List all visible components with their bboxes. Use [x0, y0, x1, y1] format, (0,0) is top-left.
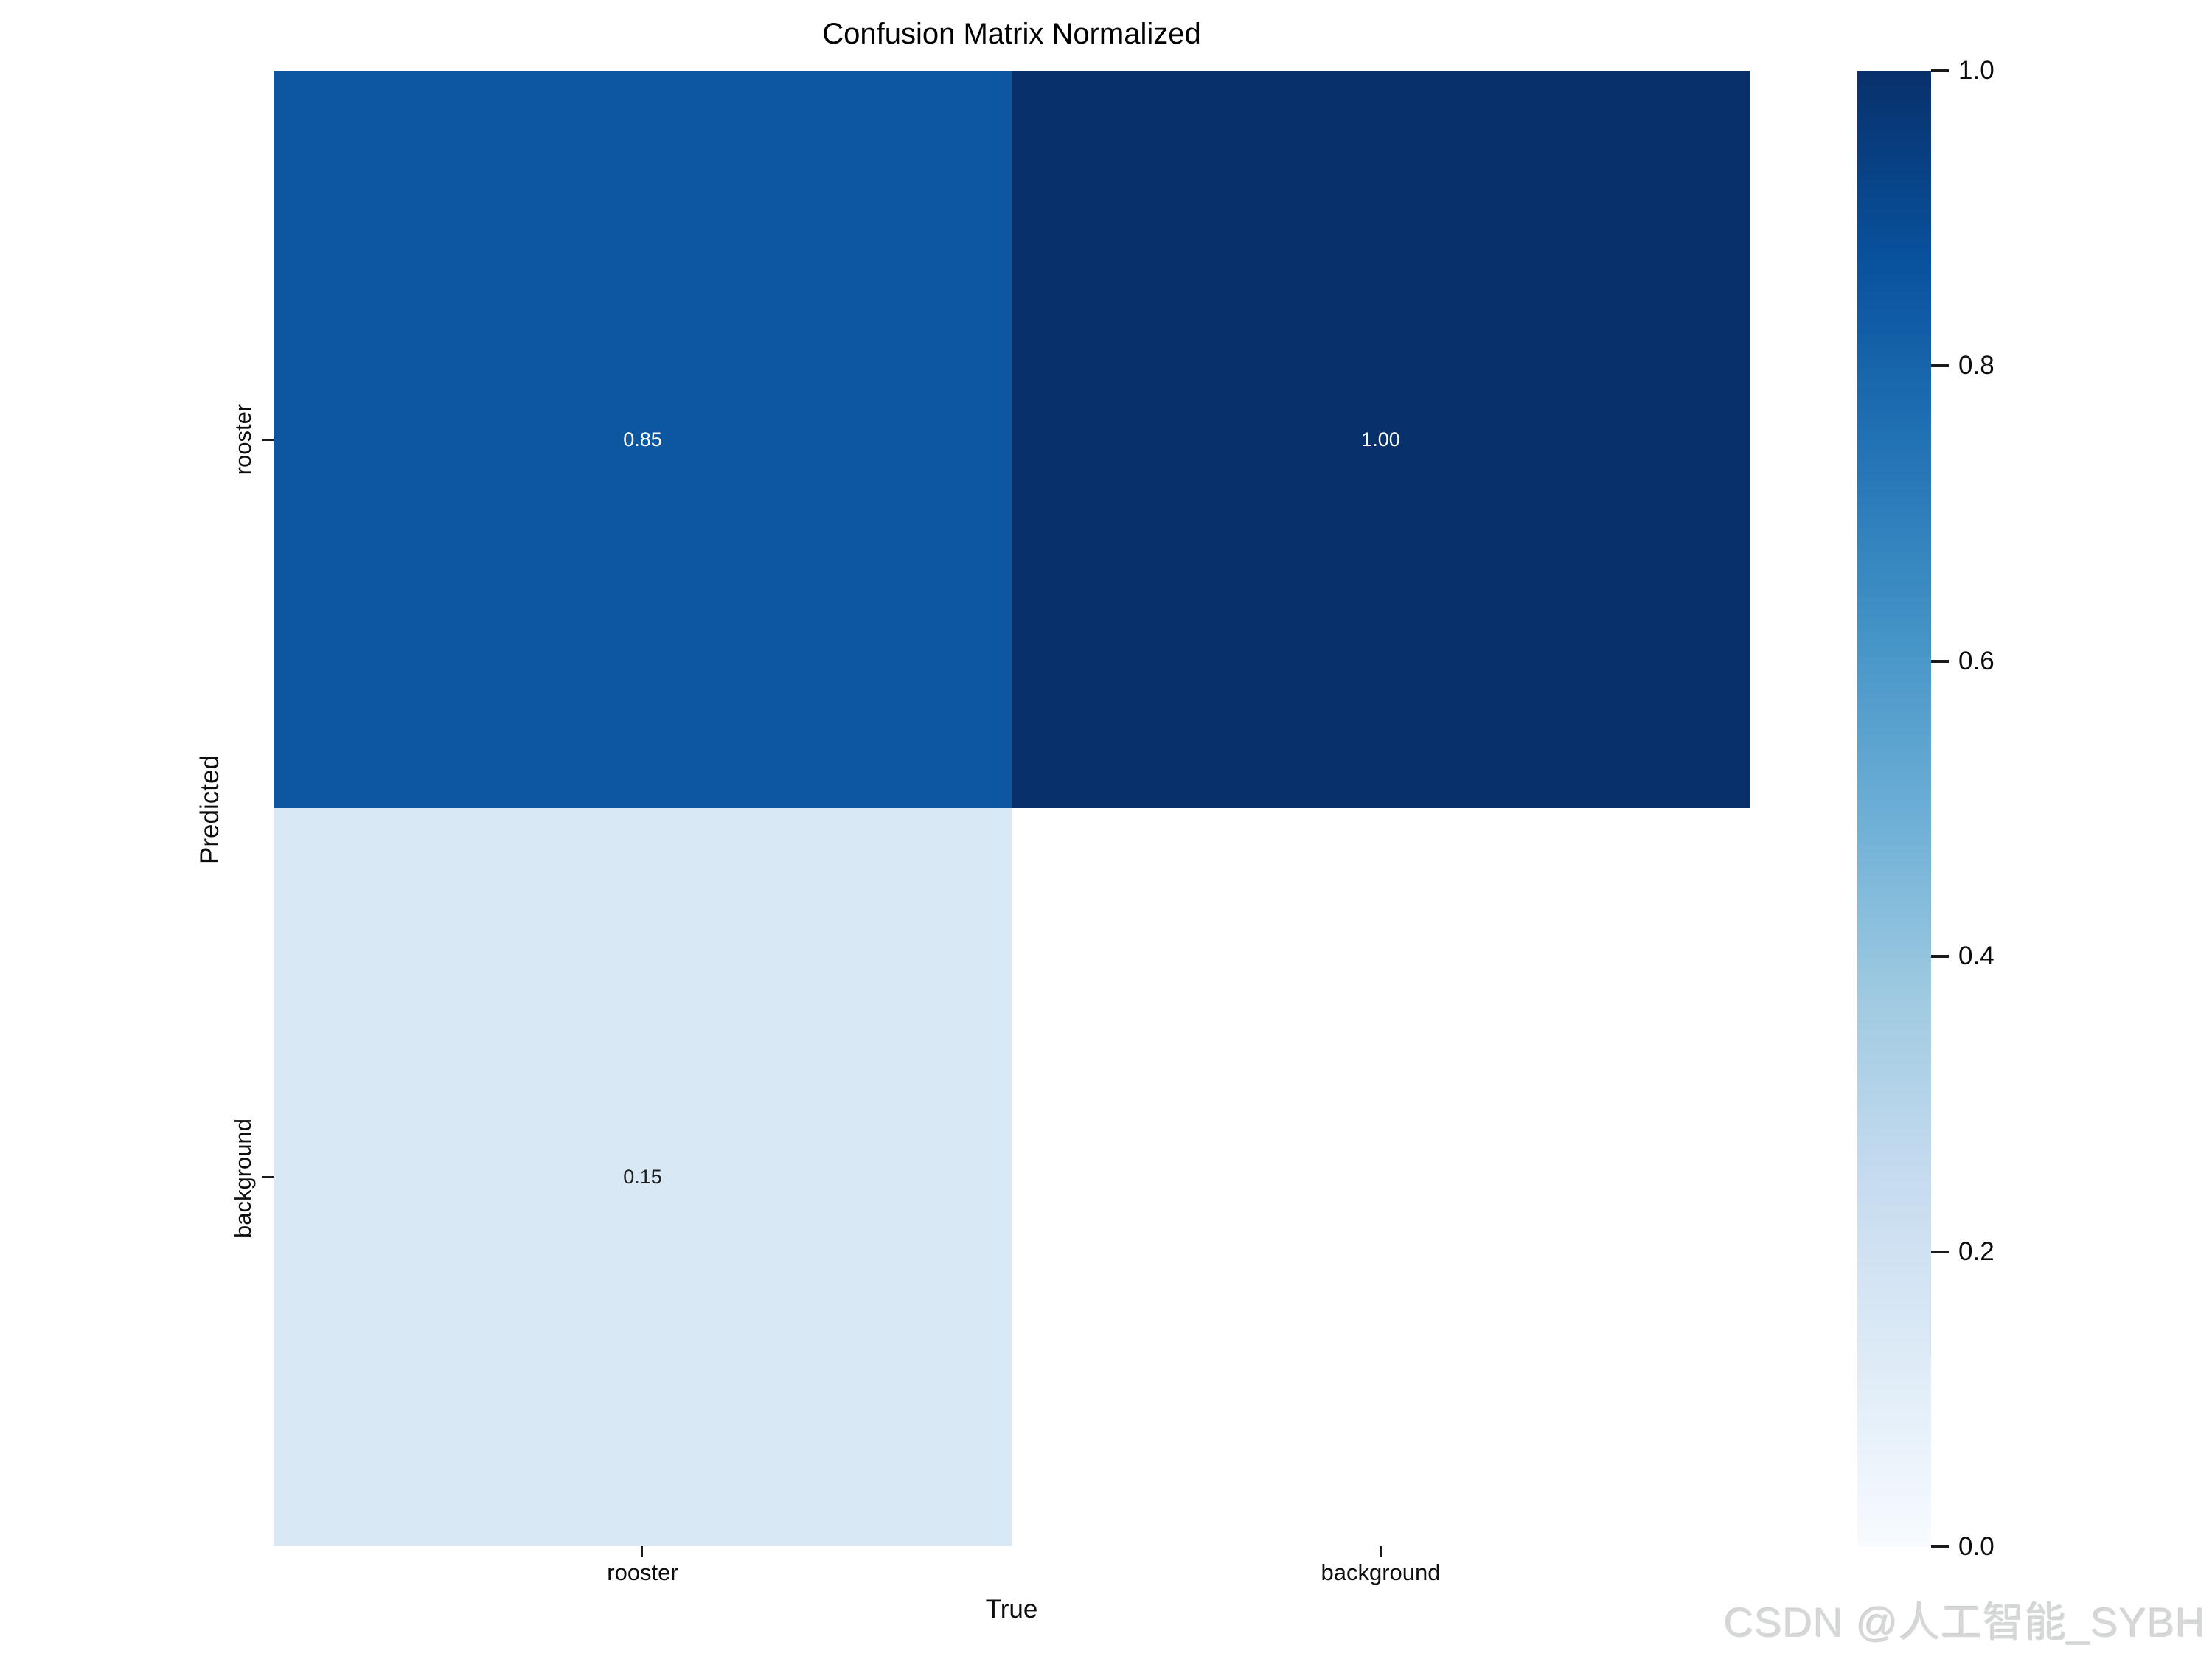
colorbar-tick-label: 0.8 [1958, 351, 1994, 380]
heatmap-cell-background-background [1012, 808, 1750, 1546]
colorbar-tick [1931, 1251, 1949, 1253]
colorbar-tick [1931, 955, 1949, 958]
colorbar-tick [1931, 1545, 1949, 1548]
x-axis-tick [1380, 1546, 1382, 1557]
colorbar-tick [1931, 69, 1949, 72]
watermark: CSDN @人工智能_SYBH [1724, 1599, 2206, 1646]
x-axis-title: True [985, 1595, 1038, 1624]
y-axis-tick [262, 1176, 274, 1178]
y-axis-title: Predicted [195, 755, 224, 864]
cell-value-label: 0.15 [623, 1166, 662, 1188]
x-tick-label-background: background [1321, 1559, 1441, 1585]
y-axis-tick [262, 439, 274, 441]
x-tick-label-rooster: rooster [607, 1559, 678, 1585]
heatmap-cell-rooster-rooster: 0.85 [274, 71, 1012, 808]
colorbar-tick-label: 0.4 [1958, 942, 1994, 970]
colorbar-tick-label: 0.6 [1958, 647, 1994, 675]
colorbar-tick-label: 0.0 [1958, 1532, 1994, 1561]
chart-title: Confusion Matrix Normalized [822, 18, 1201, 50]
colorbar-gradient [1857, 71, 1931, 1547]
heatmap-cell-background-rooster: 0.15 [274, 808, 1012, 1546]
y-tick-label-background: background [230, 1119, 256, 1239]
cell-value-label: 1.00 [1361, 428, 1400, 451]
colorbar-tick-label: 1.0 [1958, 56, 1994, 85]
colorbar-tick [1931, 660, 1949, 663]
heatmap-cell-rooster-background: 1.00 [1012, 71, 1750, 808]
x-axis-tick [641, 1546, 643, 1557]
confusion-matrix-heatmap: 0.85 1.00 0.15 [274, 71, 1750, 1546]
y-tick-label-rooster: rooster [230, 403, 256, 476]
cell-value-label: 0.85 [623, 428, 662, 451]
colorbar-tick-label: 0.2 [1958, 1237, 1994, 1266]
colorbar-tick [1931, 364, 1949, 367]
